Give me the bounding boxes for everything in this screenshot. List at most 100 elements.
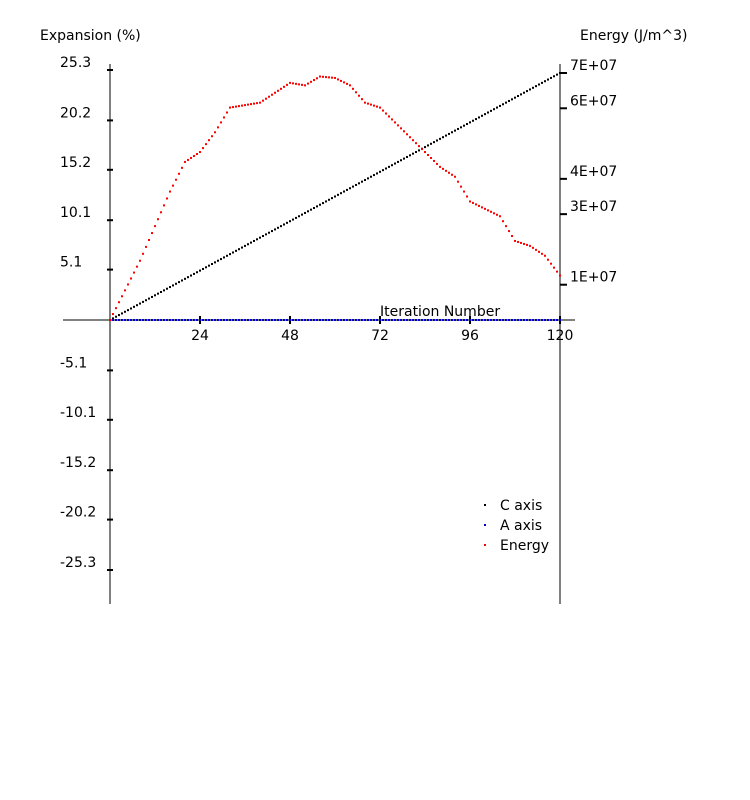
x-tick-label: 72 — [371, 328, 389, 344]
point-energy — [124, 289, 126, 292]
point-a-axis — [484, 319, 486, 321]
point-a-axis — [502, 319, 504, 321]
point-c-axis — [268, 231, 270, 234]
point-energy — [334, 76, 336, 79]
point-a-axis — [424, 319, 426, 321]
point-a-axis — [226, 319, 228, 321]
point-energy — [262, 99, 264, 102]
point-c-axis — [205, 266, 207, 269]
point-a-axis — [334, 319, 336, 321]
point-energy — [277, 89, 279, 92]
point-c-axis — [460, 126, 462, 129]
point-energy — [370, 103, 372, 106]
point-a-axis — [301, 319, 303, 321]
x-tick-label: 96 — [461, 328, 479, 344]
point-c-axis — [442, 136, 444, 139]
point-a-axis — [526, 319, 528, 321]
point-c-axis — [457, 127, 459, 130]
right-tick-label: 1E+07 — [570, 270, 617, 286]
point-c-axis — [316, 205, 318, 208]
point-energy — [175, 178, 177, 181]
point-energy — [259, 101, 261, 104]
point-energy — [172, 184, 174, 187]
point-c-axis — [115, 315, 117, 318]
point-energy — [439, 165, 441, 168]
point-energy — [190, 156, 192, 159]
point-a-axis — [256, 319, 258, 321]
axes — [63, 64, 575, 604]
point-c-axis — [382, 169, 384, 172]
point-a-axis — [496, 319, 498, 321]
point-energy — [406, 133, 408, 136]
point-a-axis — [151, 319, 153, 321]
point-c-axis — [226, 254, 228, 257]
left-axis-label: Expansion (%) — [40, 28, 141, 44]
point-c-axis — [322, 202, 324, 205]
point-energy — [547, 258, 549, 261]
point-c-axis — [232, 251, 234, 254]
left-tick-label: -5.1 — [60, 355, 87, 371]
point-energy — [250, 103, 252, 106]
point-a-axis — [454, 319, 456, 321]
point-a-axis — [409, 319, 411, 321]
point-a-axis — [529, 319, 531, 321]
point-energy — [523, 242, 525, 245]
point-energy — [448, 171, 450, 174]
point-a-axis — [358, 319, 360, 321]
point-energy — [178, 172, 180, 175]
point-a-axis — [319, 319, 321, 321]
point-a-axis — [520, 319, 522, 321]
point-a-axis — [445, 319, 447, 321]
point-c-axis — [502, 103, 504, 106]
point-energy — [550, 262, 552, 265]
point-a-axis — [490, 319, 492, 321]
point-c-axis — [124, 310, 126, 313]
point-a-axis — [373, 319, 375, 321]
point-c-axis — [388, 165, 390, 168]
point-a-axis — [157, 319, 159, 321]
point-c-axis — [424, 146, 426, 149]
point-energy — [484, 207, 486, 210]
ticks: 25.3 20.2 15.2 10.1 5.1 -5.1 -10.1 -15.2 -20.2 -2… — [60, 55, 617, 571]
point-energy — [295, 82, 297, 85]
point-c-axis — [358, 182, 360, 185]
point-a-axis — [148, 319, 150, 321]
point-c-axis — [364, 179, 366, 182]
point-c-axis — [319, 203, 321, 206]
right-tick-label: 4E+07 — [570, 164, 617, 180]
point-a-axis — [322, 319, 324, 321]
point-energy — [385, 112, 387, 115]
point-a-axis — [325, 319, 327, 321]
point-a-axis — [460, 319, 462, 321]
point-c-axis — [445, 134, 447, 137]
left-tick-label: -25.3 — [60, 555, 96, 571]
point-c-axis — [310, 208, 312, 211]
point-energy — [397, 124, 399, 127]
point-energy — [187, 158, 189, 161]
point-energy — [238, 105, 240, 108]
point-c-axis — [349, 187, 351, 190]
point-energy — [514, 239, 516, 242]
point-a-axis — [388, 319, 390, 321]
point-energy — [535, 248, 537, 251]
point-c-axis — [370, 175, 372, 178]
point-energy — [289, 81, 291, 84]
point-energy — [463, 190, 465, 193]
legend-marker — [484, 544, 486, 546]
point-c-axis — [271, 230, 273, 233]
point-energy — [508, 230, 510, 233]
point-a-axis — [292, 319, 294, 321]
point-a-axis — [430, 319, 432, 321]
point-a-axis — [259, 319, 261, 321]
point-c-axis — [481, 114, 483, 117]
x-tick-label: 48 — [281, 328, 299, 344]
point-a-axis — [511, 319, 513, 321]
point-a-axis — [268, 319, 270, 321]
point-energy — [454, 175, 456, 178]
point-c-axis — [208, 264, 210, 267]
point-a-axis — [481, 319, 483, 321]
point-a-axis — [418, 319, 420, 321]
point-c-axis — [412, 152, 414, 155]
point-c-axis — [139, 302, 141, 305]
right-tick-label: 3E+07 — [570, 199, 617, 215]
